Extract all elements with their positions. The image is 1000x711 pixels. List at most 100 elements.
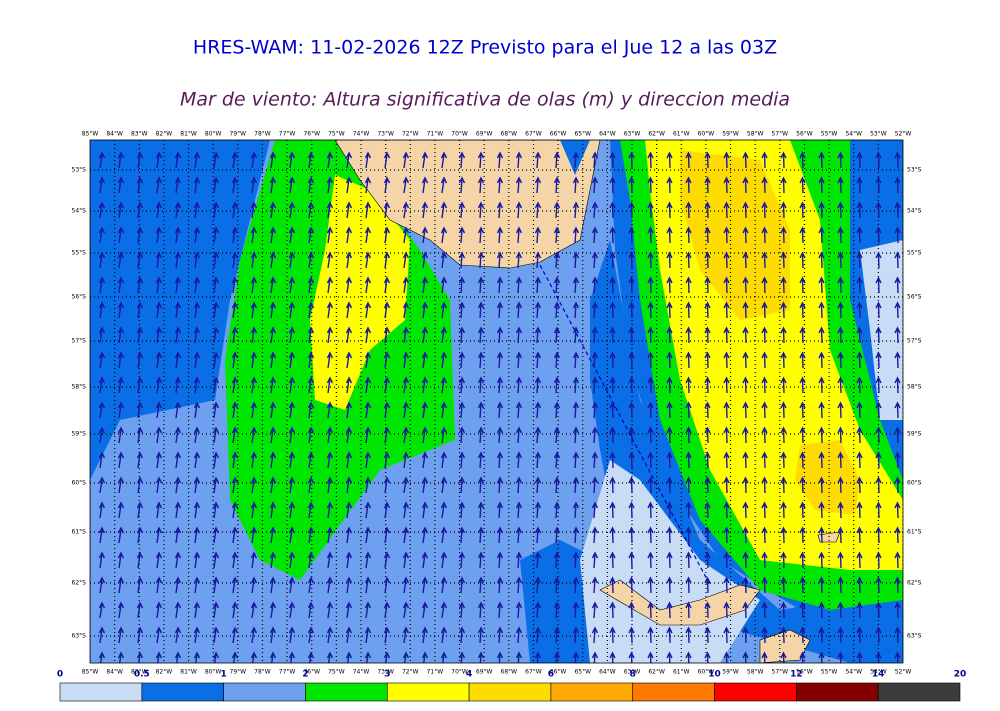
lat-label-right: 63°S — [907, 633, 922, 640]
wave-arrow — [894, 626, 901, 644]
wave-arrow — [572, 451, 580, 469]
wave-arrow — [818, 351, 825, 369]
wave-arrow — [609, 201, 616, 219]
lat-label-left: 58°S — [72, 384, 87, 391]
wave-arrow — [136, 526, 144, 544]
wave-arrow — [591, 626, 599, 644]
wave-arrow — [515, 176, 523, 194]
wave-arrow — [666, 551, 673, 569]
wave-arrow — [288, 426, 296, 444]
wave-arrow — [383, 351, 391, 369]
wave-arrow — [818, 451, 825, 469]
wave-arrow — [421, 176, 429, 194]
wave-arrow — [856, 476, 863, 494]
wave-arrow — [477, 226, 485, 244]
wave-arrow — [591, 251, 599, 269]
wave-arrow — [402, 251, 410, 269]
lon-label-top: 67°W — [525, 131, 542, 138]
wave-arrow — [136, 601, 144, 619]
wave-arrow — [647, 651, 654, 663]
wave-arrow — [458, 551, 466, 569]
wave-arrow — [647, 501, 654, 519]
wave-arrow — [345, 551, 353, 569]
wave-arrow — [383, 176, 391, 194]
wave-arrow — [364, 576, 372, 594]
wave-arrow — [421, 151, 429, 169]
wave-arrow — [383, 326, 391, 344]
wave-arrow — [515, 426, 523, 444]
wave-arrow — [856, 226, 863, 244]
wave-arrow — [534, 251, 542, 269]
wave-arrow — [307, 476, 315, 494]
wave-arrow — [231, 201, 239, 219]
wave-arrow — [136, 326, 144, 344]
wave-arrow — [458, 151, 466, 169]
wave-arrow — [496, 301, 504, 319]
wave-arrow — [818, 576, 825, 594]
wave-arrow — [269, 451, 277, 469]
lon-label-bottom: 84°W — [106, 669, 123, 676]
wave-arrow — [761, 501, 768, 519]
wave-arrow — [174, 626, 182, 644]
wave-arrow — [440, 251, 448, 269]
wave-arrow — [875, 551, 882, 569]
wave-arrow — [383, 251, 391, 269]
wave-arrow — [647, 626, 654, 644]
wave-arrow — [383, 226, 391, 244]
wave-arrow — [818, 426, 825, 444]
wave-arrow — [761, 276, 768, 294]
wave-arrow — [496, 576, 504, 594]
wave-arrow — [761, 301, 768, 319]
wave-arrow — [155, 226, 163, 244]
wave-arrow — [477, 251, 485, 269]
wave-arrow — [117, 151, 125, 169]
wave-arrow — [572, 576, 580, 594]
colorbar-label: 0 — [57, 670, 63, 680]
wave-arrow — [193, 276, 201, 294]
wave-arrow — [421, 251, 429, 269]
wave-arrow — [780, 651, 787, 663]
wave-arrow — [609, 626, 616, 644]
wave-arrow — [421, 276, 429, 294]
wave-arrow — [818, 601, 825, 619]
wave-arrow — [609, 601, 616, 619]
wave-arrow — [155, 176, 163, 194]
wave-arrow — [477, 201, 485, 219]
wave-arrow — [685, 251, 692, 269]
wave-arrow — [477, 301, 485, 319]
wave-arrow — [288, 301, 296, 319]
wave-arrow — [421, 601, 429, 619]
colorbar-label: 4 — [466, 670, 472, 680]
wave-arrow — [534, 426, 542, 444]
wave-arrow — [193, 151, 201, 169]
wave-arrow — [345, 226, 353, 244]
wave-arrow — [364, 326, 372, 344]
wave-arrow — [685, 501, 692, 519]
wave-arrow — [326, 151, 334, 169]
wave-arrow — [609, 176, 616, 194]
wave-arrow — [326, 226, 334, 244]
lon-label-bottom: 60°W — [698, 669, 715, 676]
wave-arrow — [136, 151, 144, 169]
wave-arrow — [609, 451, 616, 469]
wave-arrow — [572, 301, 580, 319]
wave-arrow — [515, 301, 523, 319]
wave-arrow — [553, 351, 561, 369]
wave-arrow — [288, 401, 296, 419]
wave-arrow — [666, 151, 673, 169]
wave-arrow — [98, 551, 106, 569]
wave-arrow — [98, 476, 106, 494]
wave-arrow — [98, 526, 106, 544]
lon-label-top: 58°W — [747, 131, 764, 138]
wave-arrow — [458, 476, 466, 494]
lat-label-left: 55°S — [72, 250, 87, 257]
wave-arrow — [628, 326, 635, 344]
wave-arrow — [364, 551, 372, 569]
wave-arrow — [685, 301, 692, 319]
wave-arrow — [307, 626, 315, 644]
wave-arrow — [685, 401, 692, 419]
wave-arrow — [723, 401, 730, 419]
wave-arrow — [742, 626, 749, 644]
wave-arrow — [269, 476, 277, 494]
wave-arrow — [875, 651, 882, 663]
